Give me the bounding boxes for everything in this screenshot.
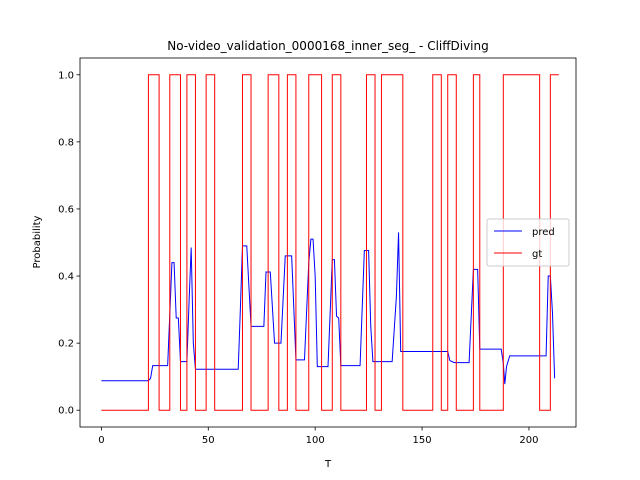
x-axis: 0 50 100 150 200 (98, 427, 539, 446)
x-tick-label: 0 (98, 435, 104, 446)
y-tick-label: 0.2 (58, 339, 74, 350)
y-tick-label: 0.6 (58, 204, 74, 215)
y-tick-label: 0.8 (58, 137, 74, 148)
series-pred-line (101, 232, 556, 385)
x-tick-label: 150 (413, 435, 432, 446)
y-tick-label: 0.0 (58, 406, 74, 417)
y-tick-label: 0.4 (58, 272, 74, 283)
legend-gt-label: gt (532, 249, 542, 260)
y-axis-label: Probability (32, 215, 43, 268)
plot-lines (101, 74, 559, 411)
plot-frame (79, 57, 577, 428)
x-tick-label: 200 (519, 435, 538, 446)
series-gt-line (101, 74, 559, 411)
x-axis-label: T (324, 459, 332, 470)
legend-pred-label: pred (532, 227, 555, 238)
legend-box (486, 218, 570, 267)
chart-title: No-video_validation_0000168_inner_seg_ -… (167, 39, 488, 53)
y-axis: 0.0 0.2 0.4 0.6 0.8 1.0 (58, 70, 80, 417)
x-tick-label: 50 (202, 435, 215, 446)
y-tick-label: 1.0 (58, 70, 74, 81)
legend: pred gt (486, 218, 570, 267)
x-tick-label: 100 (306, 435, 325, 446)
